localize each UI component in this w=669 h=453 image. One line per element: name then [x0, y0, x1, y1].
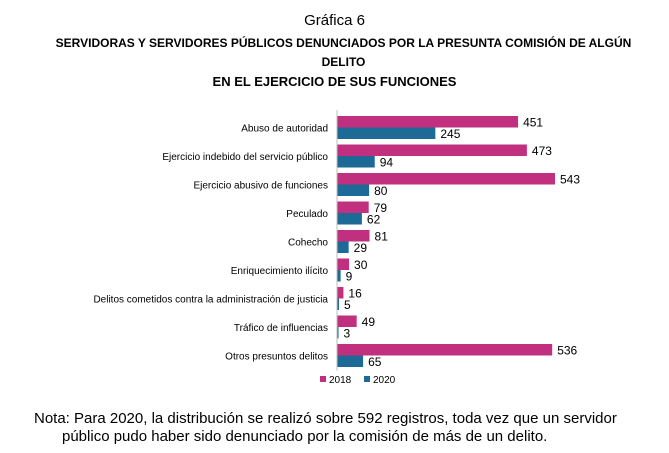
- legend-swatch-2018: [320, 376, 326, 382]
- chart-title-line-2: EN EL EJERCICIO DE SUS FUNCIONES: [212, 74, 457, 89]
- chart-title-line-1: SERVIDORAS Y SERVIDORES PÚBLICOS DENUNCI…: [55, 36, 632, 69]
- category-label: Tráfico de influencias: [234, 323, 328, 334]
- data-label-2018: 473: [532, 144, 552, 158]
- data-label-2020: 80: [374, 184, 388, 198]
- bar-2020: [337, 184, 370, 196]
- category-label: Enriquecimiento ilícito: [231, 266, 329, 277]
- data-label-2018: 16: [348, 287, 362, 301]
- bar-2018: [337, 344, 553, 356]
- legend-swatch-2020: [364, 376, 370, 382]
- data-label-2020: 245: [440, 127, 460, 141]
- data-label-2018: 49: [362, 315, 376, 329]
- bar-2018: [337, 173, 555, 185]
- category-label: Otros presuntos delitos: [225, 352, 328, 363]
- bar-2020: [337, 127, 436, 139]
- bar-2018: [337, 230, 370, 242]
- chart-title: SERVIDORAS Y SERVIDORES PÚBLICOS DENUNCI…: [0, 34, 669, 91]
- data-label-2020: 94: [380, 156, 394, 170]
- chart-note: Nota: Para 2020, la distribución se real…: [34, 410, 666, 446]
- bar-2018: [337, 287, 344, 299]
- category-label: Ejercicio abusivo de funciones: [193, 181, 328, 192]
- data-label-2018: 79: [374, 201, 388, 215]
- bar-2020: [337, 355, 364, 367]
- data-label-2020: 5: [344, 298, 351, 312]
- bar-2018: [337, 201, 369, 213]
- bar-2020: [337, 156, 375, 168]
- bar-2018: [337, 315, 357, 327]
- bar-2020: [337, 327, 339, 339]
- legend-label-2018: 2018: [329, 375, 352, 386]
- bar-2018: [337, 116, 519, 128]
- data-label-2020: 3: [344, 327, 351, 341]
- data-label-2020: 9: [346, 270, 353, 284]
- bar-chart: Abuso de autoridad 451 245 Ejercicio indebi…: [93, 110, 580, 386]
- data-label-2018: 30: [354, 258, 368, 272]
- bar-2018: [337, 258, 350, 270]
- category-label: Cohecho: [288, 238, 328, 249]
- bar-2018: [337, 144, 527, 156]
- data-label-2018: 543: [560, 173, 580, 187]
- chart-note-line-1: Nota: Para 2020, la distribución se real…: [34, 410, 617, 427]
- data-label-2018: 81: [375, 230, 389, 244]
- chart-note-line-2: público pudo haber sido denunciado por l…: [62, 428, 548, 445]
- category-label: Abuso de autoridad: [241, 124, 328, 135]
- legend-label-2020: 2020: [373, 375, 396, 386]
- data-label-2020: 29: [354, 241, 368, 255]
- category-label: Ejercicio indebido del servicio público: [162, 152, 328, 163]
- data-label-2020: 62: [367, 213, 381, 227]
- data-label-2018: 536: [557, 344, 577, 358]
- data-label-2020: 65: [368, 355, 382, 369]
- bar-2020: [337, 213, 362, 225]
- bar-2020: [337, 241, 349, 253]
- category-label: Peculado: [286, 209, 328, 220]
- category-label: Delitos cometidos contra la administraci…: [93, 295, 328, 306]
- bar-2020: [337, 270, 341, 282]
- data-label-2018: 451: [523, 116, 543, 130]
- chart-kicker: Gráfica 6: [304, 12, 365, 29]
- bar-2020: [337, 298, 340, 310]
